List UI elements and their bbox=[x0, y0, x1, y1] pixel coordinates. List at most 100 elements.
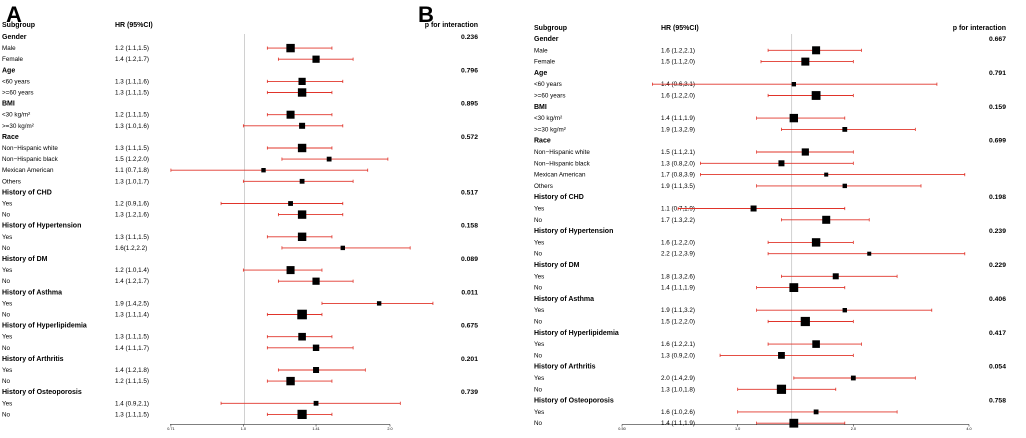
group-label: History of Asthma bbox=[2, 289, 62, 296]
hr-ci-text: 1.6 (1.0,2.6) bbox=[661, 409, 695, 416]
hr-marker bbox=[297, 232, 307, 241]
hr-ci-text: 1.4 (0.6,3.1) bbox=[661, 81, 695, 88]
hr-marker bbox=[842, 183, 847, 189]
hr-ci-text: 1.4 (1.2,1.7) bbox=[115, 56, 149, 63]
subgroup-label: Others bbox=[2, 178, 21, 185]
p-value: 0.417 bbox=[989, 330, 1006, 337]
group-label: History of Arthritis bbox=[534, 364, 596, 371]
hr-marker bbox=[286, 43, 295, 53]
hr-ci-text: 1.3 (1.1,1.5) bbox=[115, 334, 149, 341]
x-tick-label: 4.0 bbox=[966, 427, 971, 431]
hr-marker bbox=[867, 251, 872, 256]
hr-marker bbox=[312, 55, 320, 63]
hr-ci-text: 1.5 (1.2,2.0) bbox=[115, 156, 149, 163]
hr-ci-text: 1.3 (1.1,1.5) bbox=[115, 234, 149, 241]
hr-marker bbox=[286, 376, 295, 386]
hr-ci-text: 1.2 (1.1,1.5) bbox=[115, 112, 149, 119]
hr-ci-text: 1.3 (1.0,1.7) bbox=[115, 178, 149, 185]
x-tick-label: 0.50 bbox=[618, 427, 625, 431]
x-tick-label: 0.71 bbox=[167, 427, 174, 431]
subgroup-label: Female bbox=[2, 56, 23, 63]
subgroup-label: Yes bbox=[2, 334, 12, 341]
subgroup-label: No bbox=[534, 319, 543, 326]
group-label: History of Asthma bbox=[534, 296, 594, 303]
hr-ci-text: 1.4 (1.1,1.7) bbox=[115, 345, 149, 352]
subgroup-label: Non−Hispanic black bbox=[2, 156, 59, 163]
hr-marker bbox=[789, 283, 799, 292]
hr-marker bbox=[800, 316, 810, 327]
x-tick-label: 1.0 bbox=[241, 427, 246, 431]
hr-ci-text: 2.0 (1.4,2.9) bbox=[661, 375, 695, 382]
subgroup-label: Others bbox=[534, 183, 553, 190]
hr-ci-text: 1.5 (1.1,2.1) bbox=[661, 149, 695, 156]
hr-ci-text: 1.3 (1.1,1.5) bbox=[115, 411, 149, 418]
hr-marker bbox=[313, 400, 319, 406]
p-value: 0.198 bbox=[989, 194, 1006, 201]
hr-marker bbox=[299, 122, 306, 129]
hr-marker bbox=[842, 308, 847, 313]
hr-marker bbox=[299, 178, 305, 184]
hr-ci-text: 1.9 (1.1,3.2) bbox=[661, 307, 695, 314]
hr-marker bbox=[776, 384, 787, 394]
hr-marker bbox=[297, 210, 307, 219]
hr-ci-text: 1.2 (1.1,1.5) bbox=[115, 45, 149, 52]
hr-marker bbox=[298, 332, 306, 341]
hr-ci-text: 1.3 (1.1,1.5) bbox=[115, 90, 149, 97]
hr-ci-text: 1.2 (1.1,1.5) bbox=[115, 378, 149, 385]
subgroup-label: Female bbox=[534, 59, 555, 66]
hr-ci-text: 1.5 (1.1,2.0) bbox=[661, 59, 695, 66]
subgroup-label: Yes bbox=[534, 273, 544, 280]
hr-marker bbox=[312, 344, 320, 351]
group-label: History of CHD bbox=[534, 194, 584, 201]
subgroup-label: Yes bbox=[2, 201, 12, 208]
subgroup-label: <60 years bbox=[534, 81, 562, 88]
subgroup-label: Yes bbox=[2, 367, 12, 374]
hr-marker bbox=[791, 82, 797, 87]
hr-marker bbox=[822, 215, 831, 224]
subgroup-label: Yes bbox=[2, 400, 12, 407]
subgroup-label: No bbox=[534, 285, 543, 292]
subgroup-label: >=30 kg/m² bbox=[534, 126, 566, 133]
p-value: 0.791 bbox=[989, 70, 1006, 77]
hr-marker bbox=[297, 409, 307, 419]
hr-marker bbox=[811, 91, 821, 100]
subgroup-label: Yes bbox=[534, 206, 544, 213]
group-label: History of Osteoporosis bbox=[2, 389, 82, 396]
hr-ci-text: 1.3 (1.0,1.8) bbox=[661, 386, 695, 393]
subgroup-label: <30 kg/m² bbox=[2, 112, 30, 119]
header-p-interaction: p for interaction bbox=[425, 22, 478, 29]
hr-ci-text: 1.4 (1.1,1.9) bbox=[661, 420, 695, 427]
subgroup-label: >=60 years bbox=[2, 90, 34, 97]
hr-marker bbox=[340, 245, 345, 251]
group-label: Age bbox=[2, 67, 15, 74]
hr-ci-text: 1.6 (1.2,2.1) bbox=[661, 47, 695, 54]
group-label: BMI bbox=[534, 104, 547, 111]
hr-ci-text: 1.9 (1.4,2.5) bbox=[115, 300, 149, 307]
subgroup-label: Yes bbox=[534, 239, 544, 246]
hr-ci-text: 1.4 (1.2,1.8) bbox=[115, 367, 149, 374]
x-tick-label: 2.0 bbox=[387, 427, 392, 431]
panel-letter: B bbox=[418, 2, 434, 27]
subgroup-label: <60 years bbox=[2, 78, 30, 85]
p-value: 0.201 bbox=[461, 356, 478, 363]
hr-marker bbox=[286, 110, 295, 119]
panel-letter: A bbox=[6, 2, 22, 27]
subgroup-label: Male bbox=[534, 47, 548, 54]
p-value: 0.675 bbox=[461, 323, 478, 330]
group-label: History of Osteoporosis bbox=[534, 398, 614, 405]
hr-ci-text: 1.7 (0.8,3.9) bbox=[661, 172, 695, 179]
subgroup-label: Non−Hispanic white bbox=[2, 145, 58, 152]
hr-ci-text: 1.3 (0.9,2.0) bbox=[661, 352, 695, 359]
subgroup-label: Yes bbox=[2, 234, 12, 241]
hr-marker bbox=[778, 160, 785, 167]
x-tick-label: 2.0 bbox=[851, 427, 856, 431]
hr-ci-text: 1.3 (1.1,1.5) bbox=[115, 145, 149, 152]
subgroup-label: No bbox=[534, 352, 543, 359]
x-tick-label: 1.0 bbox=[735, 427, 740, 431]
subgroup-label: No bbox=[534, 386, 543, 393]
subgroup-label: Yes bbox=[534, 341, 544, 348]
group-label: History of Hyperlipidemia bbox=[2, 323, 87, 330]
hr-marker bbox=[812, 46, 821, 55]
